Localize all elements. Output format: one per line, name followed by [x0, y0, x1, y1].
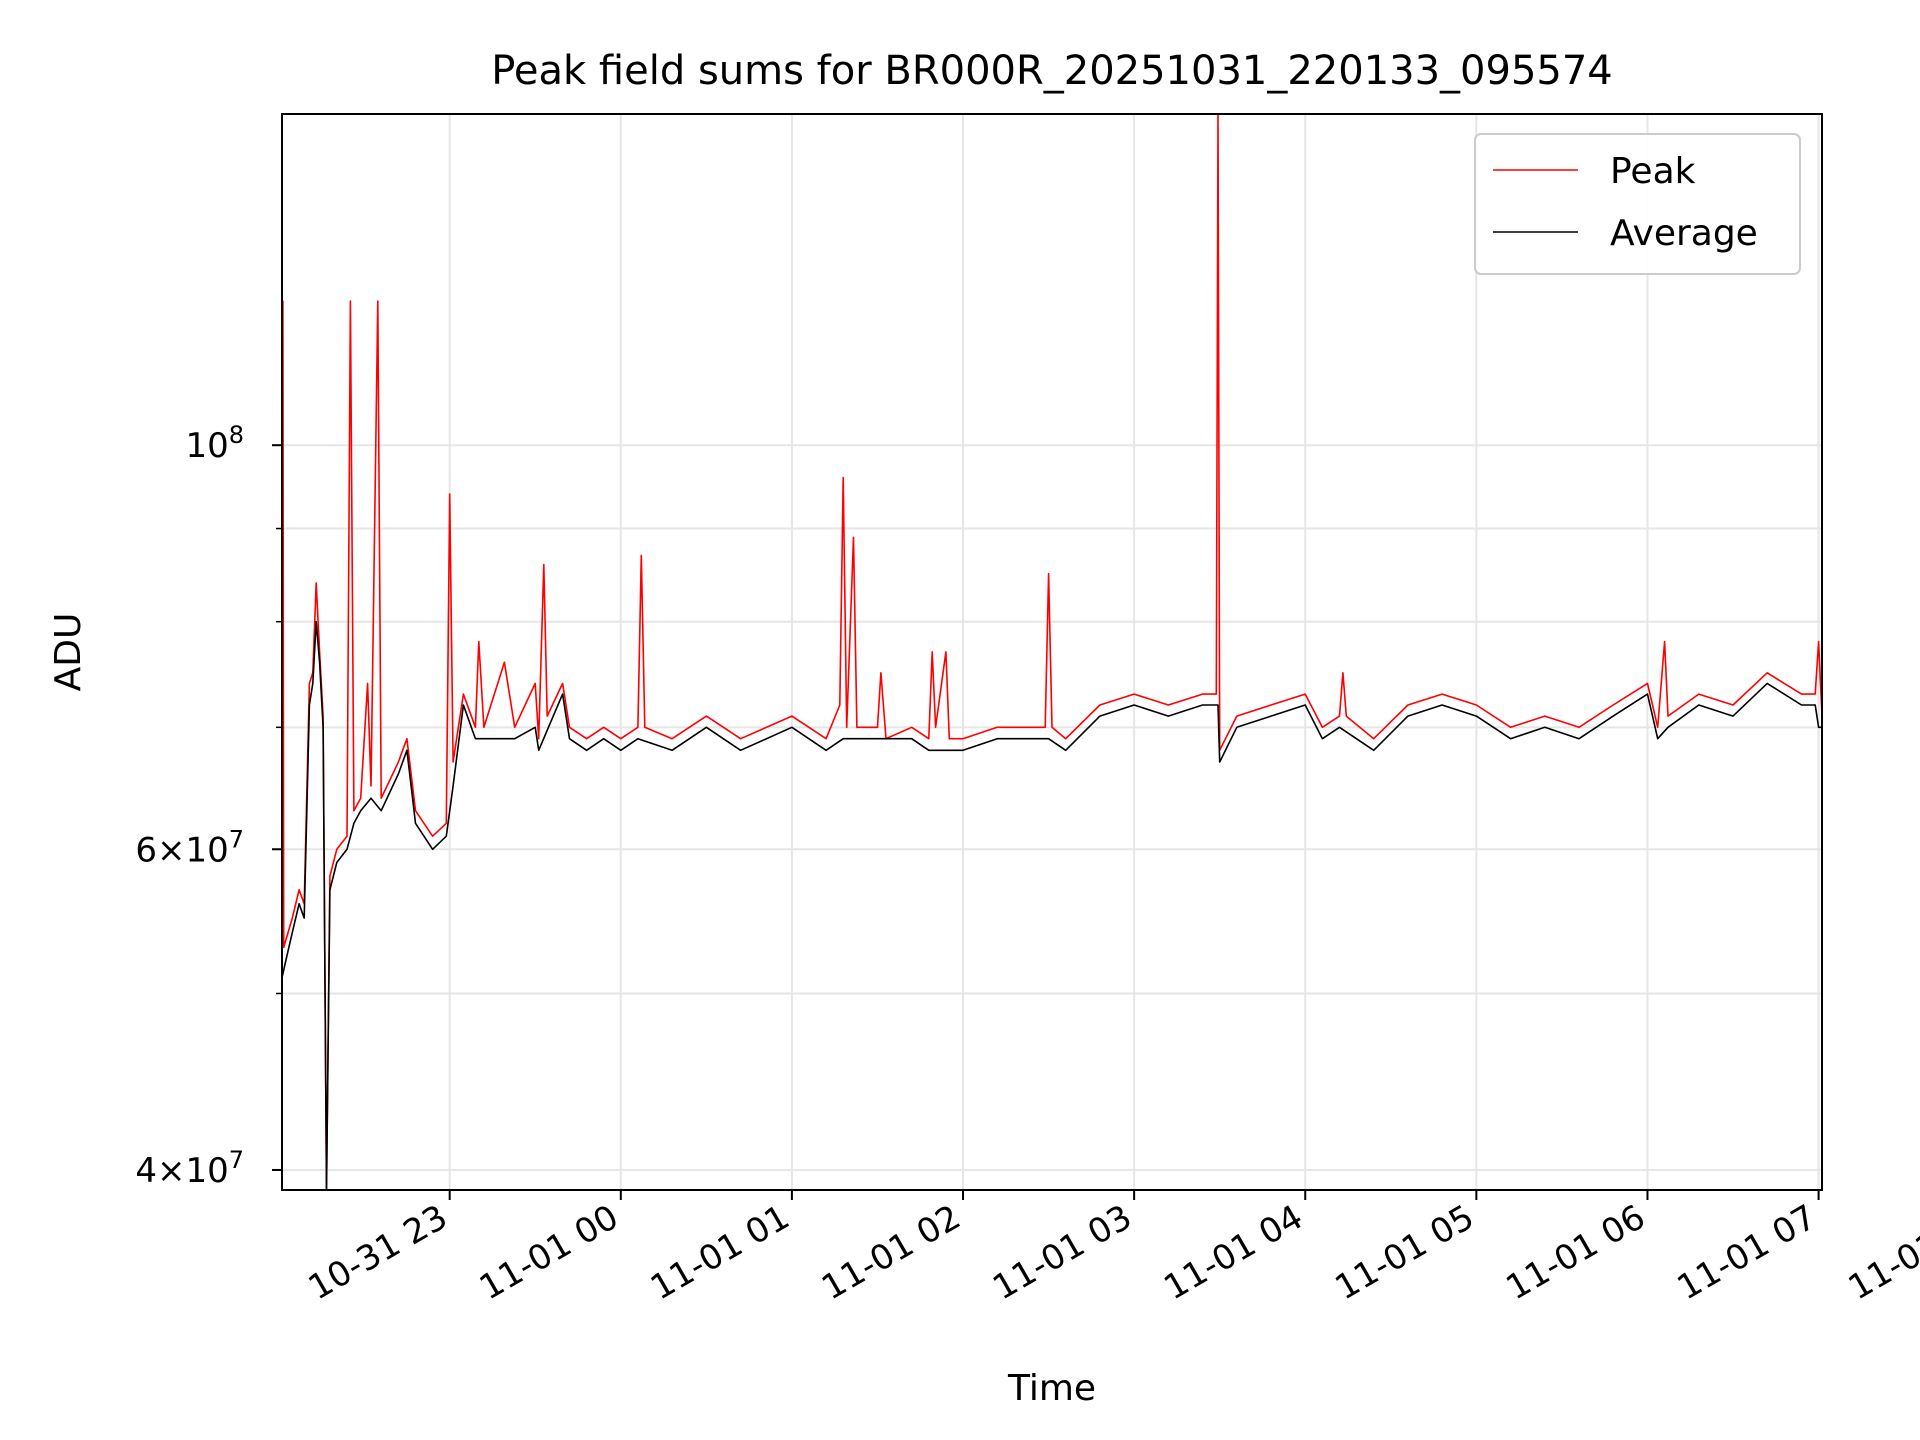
x-tick-label: 11-01 06	[1500, 1197, 1652, 1308]
plot-frame	[281, 113, 1823, 1191]
grid-lines	[282, 114, 1822, 1190]
x-tick-label: 11-01 08	[1842, 1197, 1920, 1308]
x-tick-label: 11-01 00	[473, 1197, 625, 1308]
y-tick-label-base: 6×10	[135, 830, 228, 870]
y-axis-label: ADU	[48, 613, 89, 692]
x-tick-label: 11-01 04	[1157, 1197, 1309, 1308]
series-layer	[281, 113, 1823, 1191]
x-tick-label: 11-01 02	[815, 1197, 967, 1308]
y-tick-label: 108	[185, 421, 244, 466]
y-tick-label-exponent: 8	[229, 421, 244, 449]
y-tick-label-base: 10	[185, 426, 228, 466]
legend: Peak Average	[1474, 133, 1801, 275]
series-line-peak	[281, 113, 1823, 1191]
y-tick-label-base: 4×10	[135, 1151, 228, 1191]
x-tick-label: 11-01 03	[986, 1197, 1138, 1308]
legend-average-label: Average	[1610, 213, 1758, 254]
x-tick-label: 11-01 01	[644, 1197, 796, 1308]
x-tick-label: 10-31 23	[302, 1197, 454, 1308]
x-tick-label: 11-01 05	[1328, 1197, 1480, 1308]
ticks-layer: 10-31 23 11-01 00 11-01 01 11-01 02 11-01 03…	[135, 421, 1920, 1308]
y-tick-label-exponent: 7	[229, 1146, 244, 1174]
legend-box	[1474, 133, 1801, 275]
chart-title: Peak field sums for BR000R_20251031_2201…	[491, 48, 1613, 94]
x-axis-label: Time	[1007, 1368, 1096, 1409]
y-tick-label: 6×107	[135, 825, 244, 870]
x-tick-label: 11-01 07	[1671, 1197, 1823, 1308]
y-tick-label: 4×107	[135, 1146, 244, 1191]
series-line-average	[281, 620, 1822, 1191]
y-tick-label-exponent: 7	[229, 825, 244, 853]
legend-peak-label: Peak	[1610, 151, 1696, 192]
